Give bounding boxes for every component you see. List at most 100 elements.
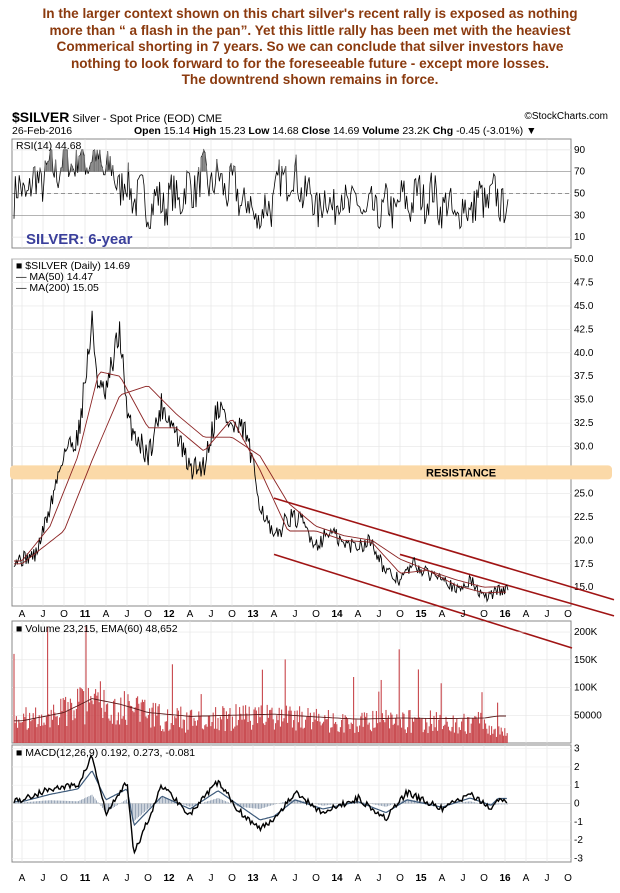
x-axis-tick-label: 11 — [80, 609, 91, 620]
resistance-band — [10, 465, 612, 480]
rsi-tick-label: 30 — [574, 210, 586, 221]
price-tick-label: 17.5 — [574, 559, 594, 570]
x-axis-bottom-tick-label: 15 — [415, 873, 427, 884]
close-value: 14.69 — [333, 125, 360, 137]
x-axis-tick-label: O — [396, 609, 404, 620]
price-tick-label: 20.0 — [574, 535, 594, 546]
silver-6-year-annotation: SILVER: 6-year — [26, 231, 133, 248]
x-axis-bottom-tick-label: 13 — [247, 873, 259, 884]
x-axis-bottom-tick-label: O — [480, 873, 488, 884]
price-tick-label: 40.0 — [574, 348, 594, 359]
price-tick-label: 47.5 — [574, 277, 594, 288]
x-axis-bottom-tick-label: O — [228, 873, 236, 884]
volume-tick-label: 200K — [574, 627, 598, 638]
price-tick-label: 50.0 — [574, 254, 594, 265]
macd-tick-label: -3 — [574, 853, 583, 864]
close-label: Close — [301, 125, 331, 137]
x-axis-tick-label: J — [377, 609, 382, 620]
headline-line: In the larger context shown on this char… — [42, 6, 578, 21]
x-axis-tick-label: A — [523, 609, 530, 620]
chg-value: -0.45 (-3.01%) — [456, 125, 524, 137]
x-axis-bottom-tick-label: A — [355, 873, 362, 884]
volume-tick-label: 50000 — [574, 710, 602, 721]
rsi-tick-label: 90 — [574, 145, 586, 156]
x-axis-tick-label: 14 — [331, 609, 343, 620]
ticker-description: Silver - Spot Price (EOD) — [72, 113, 195, 125]
macd-tick-label: -2 — [574, 835, 583, 846]
chg-down-arrow-icon: ▼ — [526, 125, 537, 137]
price-tick-label: 32.5 — [574, 418, 594, 429]
volume-panel-title: ■ Volume 23,215, EMA(60) 48,652 — [16, 623, 178, 635]
volume-tick-label: 150K — [574, 655, 598, 666]
x-axis-bottom-tick-label: J — [377, 873, 382, 884]
x-axis-bottom-tick-label: O — [144, 873, 152, 884]
volume-ema-line — [14, 698, 506, 722]
x-axis-bottom-tick-label: 14 — [331, 873, 343, 884]
x-axis-tick-label: 16 — [499, 609, 511, 620]
x-axis-bottom-tick-label: O — [312, 873, 320, 884]
price-tick-label: 45.0 — [574, 301, 594, 312]
x-axis-bottom-tick-label: O — [564, 873, 572, 884]
x-axis-tick-label: 15 — [415, 609, 427, 620]
x-axis-tick-label: J — [545, 609, 550, 620]
stockcharts-watermark: ©StockCharts.com — [524, 111, 608, 122]
macd-line — [13, 754, 508, 855]
headline-line: Commerical shorting in 7 years. So we ca… — [56, 39, 564, 55]
x-axis-tick-label: A — [187, 609, 194, 620]
headline-line: The downtrend shown remains in force. — [181, 72, 439, 88]
x-axis-bottom-tick-label: J — [125, 873, 130, 884]
x-axis-bottom-tick-label: J — [209, 873, 214, 884]
channel-lower-line — [273, 553, 573, 649]
volume-tick-label: 100K — [574, 683, 598, 694]
rsi-line — [13, 148, 509, 230]
channel-upper-line — [273, 497, 615, 601]
x-axis-tick-label: J — [209, 609, 214, 620]
x-axis-tick-label: J — [41, 609, 46, 620]
low-value: 14.68 — [272, 125, 299, 137]
x-axis-bottom-tick-label: A — [103, 873, 110, 884]
ma50-line — [14, 371, 506, 594]
x-axis-bottom-tick-label: A — [19, 873, 26, 884]
chart-date: 26-Feb-2016 — [12, 125, 73, 137]
x-axis-tick-label: A — [103, 609, 110, 620]
chg-label: Chg — [432, 125, 454, 137]
ticker-exchange: CME — [197, 113, 223, 125]
price-tick-label: 30.0 — [574, 442, 594, 453]
chart-header-symbol-row: $SILVER Silver - Spot Price (EOD) CME — [12, 109, 222, 125]
x-axis-bottom-tick-label: J — [461, 873, 466, 884]
macd-tick-label: 3 — [574, 744, 580, 755]
price-tick-label: 15.0 — [574, 582, 594, 593]
x-axis-tick-label: O — [564, 609, 572, 620]
x-axis-bottom-tick-label: 16 — [499, 873, 511, 884]
x-axis-bottom-tick-label: O — [60, 873, 68, 884]
rsi-tick-label: 10 — [574, 232, 586, 243]
x-axis-bottom-tick-label: A — [439, 873, 446, 884]
ticker-symbol: $SILVER — [12, 109, 70, 125]
rsi-tick-label: 70 — [574, 167, 586, 178]
x-axis-tick-label: O — [144, 609, 152, 620]
x-axis-bottom-tick-label: A — [271, 873, 278, 884]
macd-panel-title: ■ MACD(12,26,9) 0.192, 0.273, -0.081 — [16, 747, 195, 759]
open-value: 15.14 — [163, 125, 191, 137]
volume-label: Volume — [362, 125, 400, 137]
price-legend-ma50: — MA(50) 14.47 — [16, 271, 93, 283]
macd-tick-label: -1 — [574, 817, 583, 828]
x-axis-tick-label: J — [461, 609, 466, 620]
low-label: Low — [248, 125, 270, 137]
macd-tick-label: 1 — [574, 780, 580, 791]
x-axis-bottom-tick-label: J — [41, 873, 46, 884]
x-axis-tick-label: O — [480, 609, 488, 620]
rsi-panel-title: RSI(14) 44.68 — [16, 140, 82, 152]
ma200-line — [14, 385, 506, 588]
macd-tick-label: 2 — [574, 762, 580, 773]
x-axis-bottom-tick-label: J — [545, 873, 550, 884]
price-legend-main: ■ $SILVER (Daily) 14.69 — [16, 260, 130, 272]
price-tick-label: 42.5 — [574, 324, 594, 335]
x-axis-bottom-tick-label: 11 — [80, 873, 91, 884]
x-axis-tick-label: O — [60, 609, 68, 620]
price-tick-label: 25.0 — [574, 488, 594, 499]
macd-signal-line — [14, 770, 507, 827]
macd-tick-label: 0 — [574, 799, 580, 810]
x-axis-tick-label: J — [293, 609, 298, 620]
